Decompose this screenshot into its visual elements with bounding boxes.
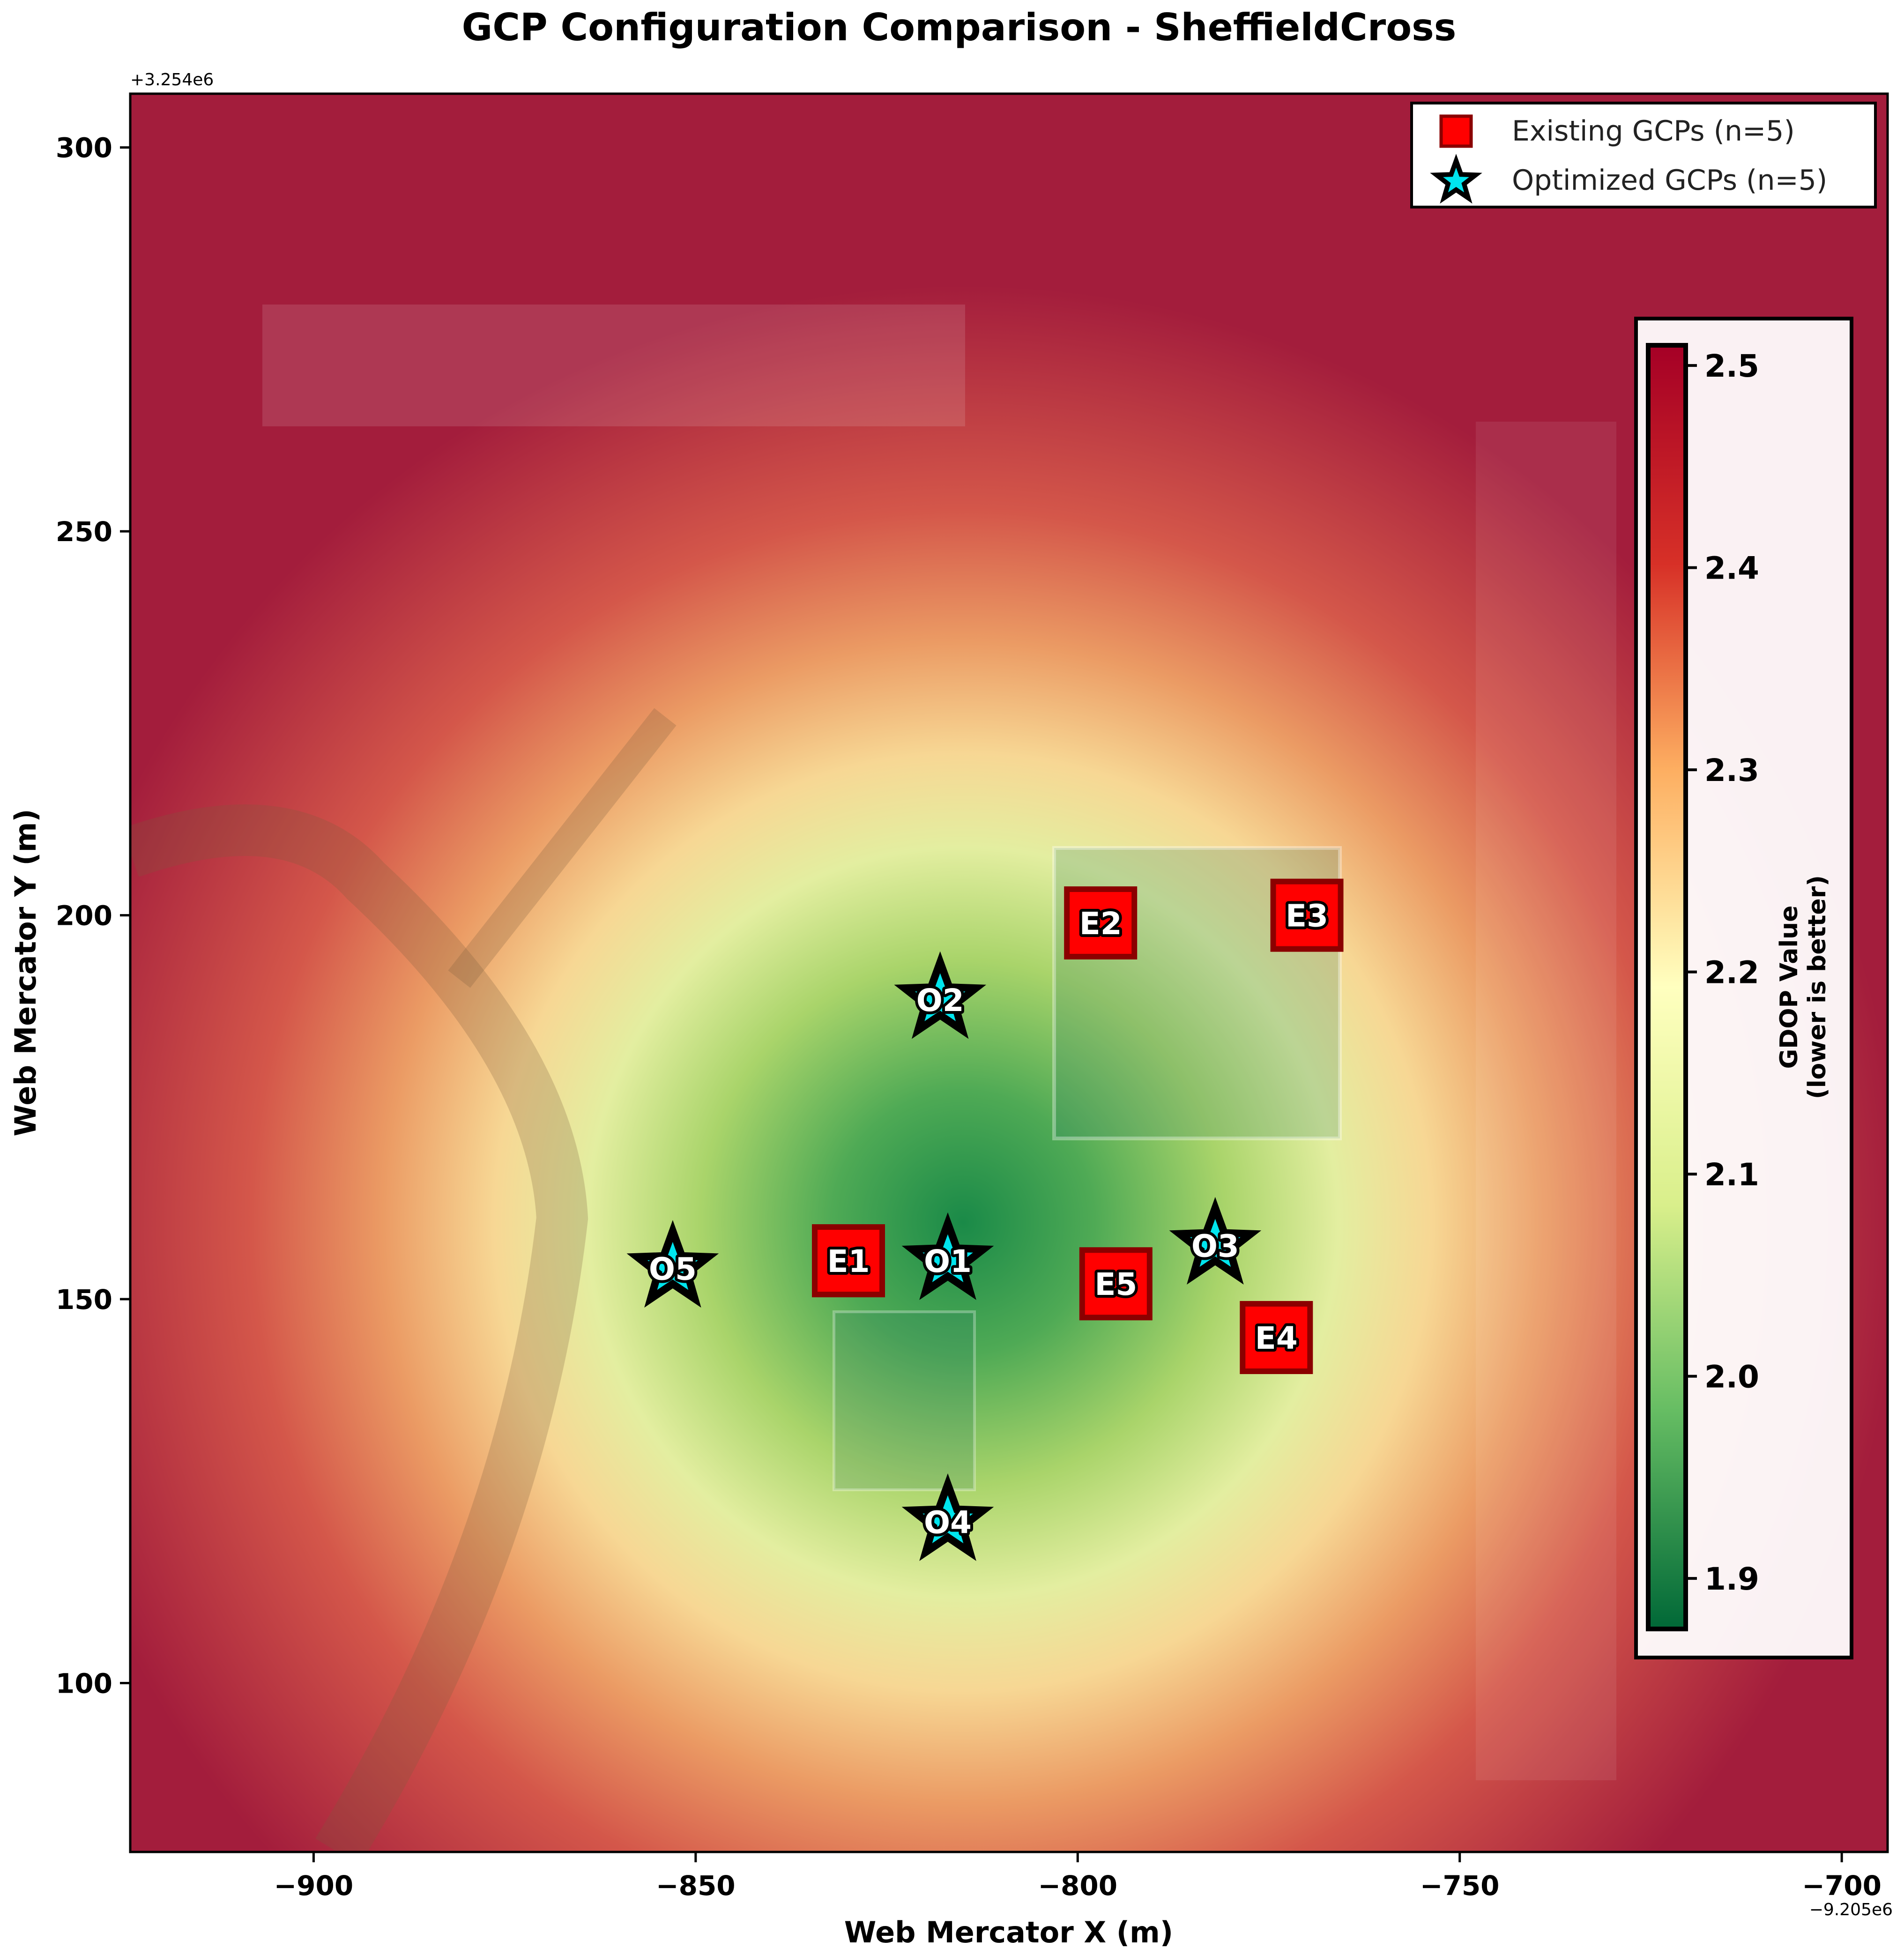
y-tick-label: 250 [56, 516, 112, 548]
park-path [130, 804, 588, 1852]
x-tick-label: −700 [1802, 1870, 1882, 1902]
existing-gcp-marker [1064, 886, 1138, 959]
gcp-point-label: O1 [924, 1243, 972, 1279]
colorbar-tick-label: 2.0 [1704, 1359, 1759, 1395]
legend: Existing GCPs (n=5) Optimized GCPs (n=5) [1410, 102, 1877, 208]
gcp-point-label: O3 [1191, 1228, 1239, 1264]
building-row-top [262, 305, 965, 426]
y-tick-label: 300 [56, 132, 112, 164]
gcp-point-label: E3 [1286, 898, 1328, 934]
legend-optimized-label: Optimized GCPs (n=5) [1512, 164, 1827, 197]
existing-gcp-marker [1079, 1247, 1153, 1321]
gcp-markers: E1 E2 E3 E4 E5 O1 O2 O3 O4 O5 [626, 878, 1344, 1561]
gcp-point-label: E2 [1079, 906, 1122, 942]
colorbar-tick-label: 2.4 [1704, 550, 1759, 587]
x-tick-label: −800 [1038, 1870, 1117, 1902]
colorbar-ticks: 1.9 2.0 2.1 2.2 2.3 2.4 2.5 [1686, 348, 1759, 1597]
y-tick-label: 100 [56, 1667, 112, 1699]
optimized-gcp-marker [894, 951, 987, 1039]
colorbar-tick-label: 2.5 [1704, 348, 1759, 384]
x-axis-ticks: −900 −850 −800 −750 −700 [274, 1852, 1882, 1902]
gcp-point-label: O4 [924, 1504, 972, 1540]
legend-optimized-marker [1430, 154, 1482, 204]
x-offset-label: −9.205e6 [1809, 1900, 1893, 1919]
x-tick-label: −900 [274, 1870, 354, 1902]
x-tick-label: −750 [1420, 1870, 1500, 1902]
x-tick-label: −850 [656, 1870, 736, 1902]
x-axis-label: Web Mercator X (m) [844, 1915, 1173, 1948]
existing-gcp-marker [1270, 878, 1344, 952]
gcp-point-label: O5 [649, 1251, 697, 1287]
colorbar-tick-label: 2.1 [1704, 1157, 1759, 1193]
colorbar-tick-label: 2.3 [1704, 752, 1759, 788]
gcp-point-label: E1 [827, 1243, 870, 1279]
gdop-heatmap [130, 94, 1888, 1852]
colorbar-label-line1: GDOP Value [1775, 906, 1803, 1069]
optimized-gcp-marker [626, 1220, 719, 1308]
chart-title: GCP Configuration Comparison - Sheffield… [462, 6, 1457, 49]
colorbar: 1.9 2.0 2.1 2.2 2.3 2.4 2.5 GDOP Value (lower … [1634, 317, 1853, 1659]
existing-gcp-marker [812, 1224, 885, 1298]
optimized-gcp-marker [901, 1212, 994, 1300]
y-axis-ticks: 100 150 200 250 300 [56, 132, 130, 1699]
colorbar-tick-label: 2.2 [1704, 955, 1759, 991]
y-tick-label: 200 [56, 900, 112, 932]
existing-gcp-marker [1240, 1301, 1313, 1374]
colorbar-tick-label: 1.9 [1704, 1561, 1759, 1597]
y-offset-label: +3.254e6 [130, 70, 214, 89]
legend-existing-label: Existing GCPs (n=5) [1512, 115, 1795, 148]
optimized-gcp-marker [901, 1473, 994, 1561]
basketball-court [833, 1310, 976, 1491]
legend-existing-marker [1439, 114, 1473, 148]
y-axis-label: Web Mercator Y (m) [8, 809, 43, 1136]
colorbar-label-line2: (lower is better) [1803, 875, 1831, 1099]
building-block-right [1476, 422, 1616, 1780]
plot-frame [129, 92, 1889, 1853]
y-tick-label: 150 [56, 1284, 112, 1316]
gcp-point-label: E5 [1094, 1266, 1137, 1302]
colorbar-gradient [1646, 343, 1688, 1631]
gcp-point-label: O2 [916, 982, 964, 1019]
optimized-gcp-marker [1169, 1197, 1262, 1285]
gdop-heatmap-fill [130, 94, 1888, 1852]
gcp-point-label: E4 [1255, 1320, 1298, 1356]
park-path-branch [448, 708, 677, 988]
legend-box [1410, 102, 1877, 208]
